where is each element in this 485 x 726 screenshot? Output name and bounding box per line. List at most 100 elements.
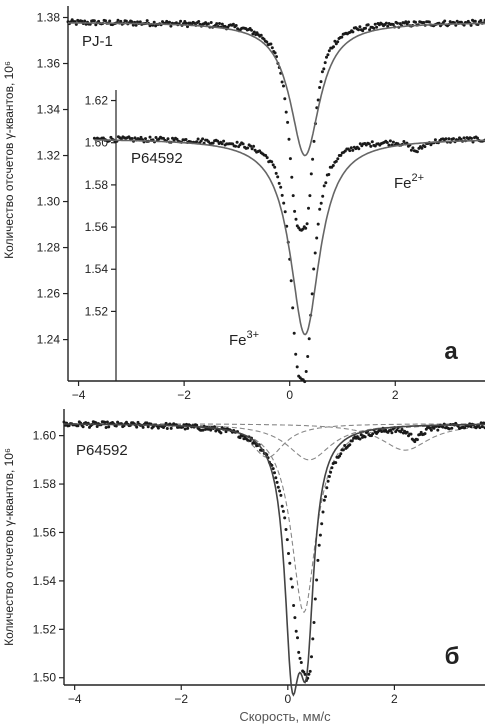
panel-a-data-point [292, 331, 296, 335]
panel-a-data-point [367, 142, 371, 146]
panel-a-label-pj1: PJ-1 [82, 33, 113, 50]
panel-a-data-point [370, 140, 374, 144]
panel-a-data-point [184, 21, 188, 25]
panel-b-data-point [297, 650, 301, 654]
panel-a-outer-ytick-label: 1.34 [37, 103, 61, 117]
panel-a-data-point [447, 137, 451, 141]
panel-a-data-point [273, 51, 277, 55]
panel-b-data-point [293, 616, 297, 620]
panel-a-data-point [252, 144, 256, 148]
panel-b-data-point [81, 425, 85, 429]
panel-b-data-point [317, 543, 321, 547]
panel-a-data-point [273, 165, 277, 169]
panel-b-ytick-label: 1.54 [33, 574, 57, 588]
panel-a-data-point [324, 181, 328, 185]
panel-a-data-point [391, 23, 395, 26]
panel-a-data-point [336, 40, 340, 44]
panel-b-data-point [104, 426, 108, 429]
panel-b-data-point [312, 621, 316, 624]
panel-a-data-point [80, 19, 84, 23]
panel-b-data-point [478, 426, 482, 430]
panel-a-data-point [207, 140, 211, 144]
panel-a-data-point [287, 137, 291, 141]
panel-a-outer-ytick-label: 1.38 [37, 11, 61, 25]
panel-a-data-point [269, 42, 273, 46]
panel-b-data-point [380, 430, 384, 433]
panel-a-data-point [307, 337, 311, 341]
panel-a-data-point [284, 110, 288, 114]
panel-a-data-point [326, 53, 330, 57]
panel-a-data-point [444, 137, 448, 141]
panel-a-data-point [386, 24, 390, 28]
panel-b-data-point [165, 427, 169, 430]
panel-a-letter: а [444, 338, 458, 365]
panel-a-data-point [311, 157, 315, 161]
panel-b-data-point [298, 656, 302, 660]
panel-a-data-point [327, 49, 331, 53]
panel-a-data-point [351, 30, 355, 34]
panel-b-data-point [324, 495, 327, 499]
panel-a-data-point [334, 159, 338, 163]
panel-b-data-point [303, 672, 307, 676]
panel-a-data-point [209, 21, 213, 24]
panel-b-data-point [248, 439, 252, 443]
panel-b-series-0 [62, 420, 485, 697]
panel-a-data-point [171, 136, 174, 140]
panel-b-data-point [141, 425, 145, 429]
panel-a-data-point [301, 227, 305, 231]
panel-a-data-point [288, 157, 292, 161]
panel-a-data-point [166, 137, 170, 141]
panel-a-data-point [252, 30, 256, 34]
panel-a-data-point [391, 140, 395, 144]
panel-a-data-point [220, 22, 224, 26]
panel-a-data-point [315, 236, 319, 240]
panel-a-data-point [452, 137, 455, 141]
panel-a-data-point [271, 163, 275, 167]
panel-a-ylabel: Количество отсчетов γ-квантов, 10⁶ [2, 61, 16, 259]
panel-a-data-point [333, 39, 337, 43]
panel-a-data-point [320, 70, 324, 74]
panel-a-data-point [220, 142, 224, 146]
panel-b-data-point [450, 426, 454, 430]
panel-a-label-fe2-sup: 2+ [412, 172, 425, 184]
panel-a-outer-ytick-label: 1.26 [37, 287, 61, 301]
panel-a-data-point [283, 210, 287, 214]
panel-b-data-point [280, 504, 284, 508]
panel-a-series-1 [92, 135, 485, 384]
panel-a-data-point [384, 21, 388, 25]
panel-a-outer-ytick-label: 1.32 [37, 149, 61, 163]
panel-b-data-point [270, 463, 274, 467]
panel-a-data-point [265, 156, 269, 160]
panel-a-data-point [423, 145, 427, 149]
panel-b-data-point [186, 426, 190, 430]
panel-a-data-point [108, 19, 112, 23]
panel-b-data-point [436, 428, 440, 432]
panel-b-data-point [76, 424, 80, 428]
panel-a-data-point [368, 28, 372, 32]
panel-a-data-point [331, 164, 335, 167]
panel-a-data-point [283, 97, 287, 101]
panel-a-data-point [279, 185, 283, 189]
panel-a-inner-ytick-label: 1.54 [85, 262, 109, 276]
panel-a-data-point [387, 143, 391, 147]
panel-b-chart: 1.60 1.58 1.56 1.54 1.52 1.50 −4 −2 0 2 Количество… [2, 409, 485, 724]
panel-b-data-point [274, 476, 278, 480]
panel-a-data-point [274, 171, 278, 175]
panel-b-data-point [103, 420, 107, 424]
panel-a-data-point [479, 19, 483, 22]
panel-b-data-point [246, 438, 250, 442]
panel-a-data-point [290, 175, 294, 179]
panel-a-data-point [319, 201, 323, 205]
panel-a-fit-line [68, 22, 485, 157]
panel-a-data-point [133, 136, 137, 140]
panel-b-data-point [310, 655, 313, 659]
panel-a-outer-ytick-label: 1.30 [37, 195, 61, 209]
panel-a-data-point [318, 207, 322, 211]
panel-a-data-point [476, 136, 479, 140]
panel-a-data-point [443, 19, 447, 23]
panel-a-data-point [92, 19, 96, 23]
panel-a-data-point [312, 267, 316, 271]
panel-b-data-point [135, 425, 139, 429]
panel-a-data-point [130, 137, 134, 140]
panel-b-data-point [419, 430, 423, 434]
